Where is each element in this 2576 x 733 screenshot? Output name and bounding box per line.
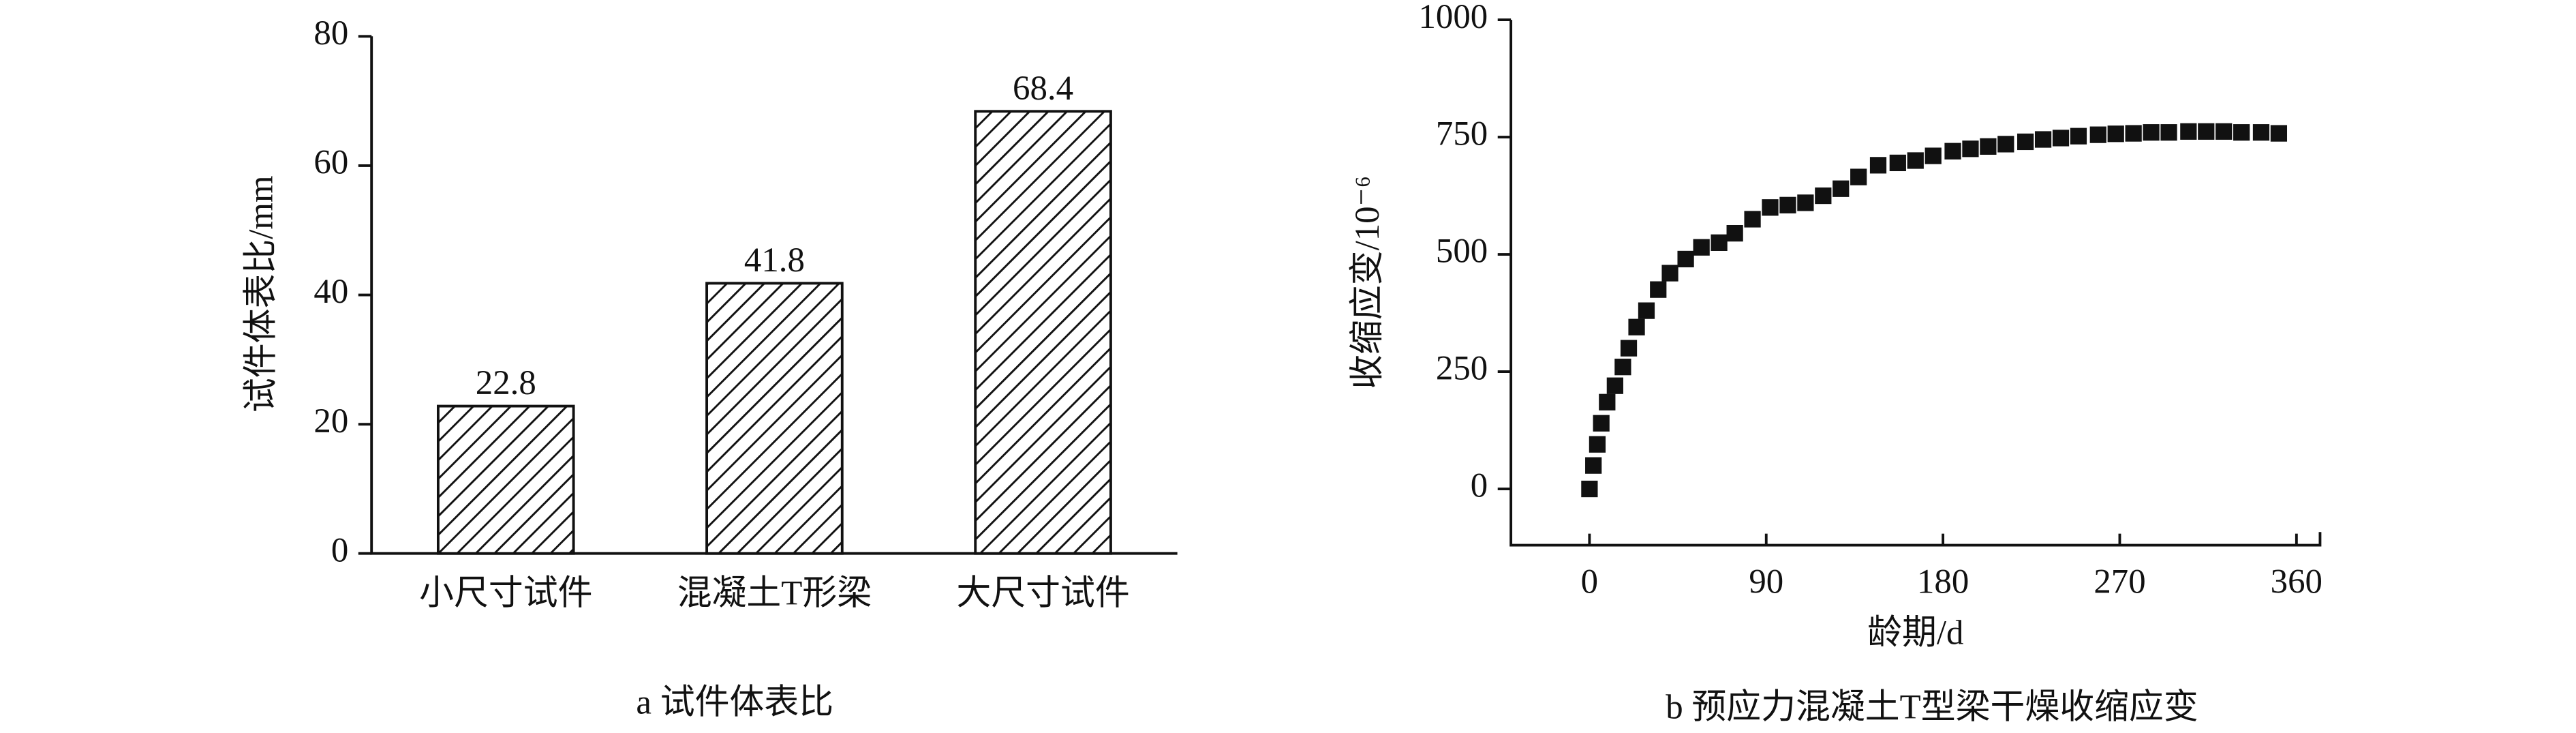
point [1614,359,1631,376]
x-tick-label: 270 [2094,563,2145,601]
y-tick-label: 20 [313,402,348,440]
x-tick-label: 小尺寸试件 [419,574,592,612]
x-tick-label: 大尺寸试件 [956,574,1129,612]
point [1585,457,1602,474]
y-tick-label: 0 [1471,467,1488,505]
y-tick-label: 60 [313,144,348,182]
y-tick-label: 0 [331,531,348,569]
y-tick-label: 500 [1436,233,1488,271]
point [1677,250,1694,268]
point [2143,124,2160,141]
y-tick-label: 40 [313,273,348,311]
point [2017,133,2034,151]
x-tick-label: 90 [1749,563,1783,601]
point [1693,239,1710,256]
point [1638,302,1655,319]
point [1850,168,1867,185]
bar [974,110,1112,555]
x-axis-label: 龄期/d [1867,614,1963,653]
point [2180,123,2197,140]
point [1726,224,1743,242]
caption: a 试件体表比 [636,683,833,721]
point [1628,318,1645,335]
point [2160,124,2177,141]
point [1907,152,1924,169]
point [1744,211,1761,228]
point [1997,136,2014,153]
point [1581,480,1598,498]
point [1815,187,1832,205]
y-tick-label: 250 [1436,350,1488,388]
point [1869,157,1887,174]
point [2034,131,2052,148]
point [1650,281,1667,298]
point [1797,194,1814,211]
point [2252,124,2270,141]
point [1779,196,1796,213]
point [2270,125,2288,142]
x-tick-label: 360 [2271,563,2322,601]
bar [705,282,844,555]
point [1593,415,1610,432]
point [1711,234,1728,251]
point [2089,126,2106,143]
point [2070,128,2087,145]
axis [1509,20,2322,547]
point [1606,377,1623,394]
point [2233,124,2250,141]
x-tick-label: 180 [1917,563,1969,601]
point [1599,393,1616,410]
value-label: 41.8 [744,241,805,280]
y-tick-label: 750 [1436,115,1488,153]
bar [436,404,575,555]
point [2052,130,2070,147]
y-tick-label: 80 [313,14,348,53]
point [1833,180,1850,197]
point [1962,140,1979,158]
value-label: 22.8 [476,364,536,402]
point [1589,436,1606,453]
point [1762,199,1779,216]
caption: b 预应力混凝土T型梁干燥收缩应变 [1666,689,2198,727]
point [1889,154,1906,172]
y-axis-label: 试件体表比/mm [242,175,280,413]
x-tick-label: 0 [1581,563,1598,601]
y-axis-label: 收缩应变/10⁻⁶ [1349,176,1387,389]
point [2125,125,2142,142]
point [1661,265,1678,282]
point [2215,123,2233,140]
y-tick-label: 1000 [1418,0,1488,36]
point [1980,138,1997,155]
point [2198,123,2215,140]
point [1944,143,1961,160]
point [2107,125,2124,143]
value-label: 68.4 [1013,70,1073,108]
point [1620,340,1638,357]
point [1925,147,1942,164]
x-tick-label: 混凝土T形梁 [677,574,872,612]
